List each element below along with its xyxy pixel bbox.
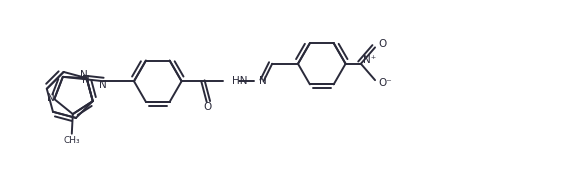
Text: N⁺: N⁺ (363, 55, 376, 65)
Text: N: N (99, 80, 107, 90)
Text: O: O (378, 39, 386, 49)
Text: O⁻: O⁻ (378, 78, 392, 88)
Text: N: N (48, 93, 55, 103)
Text: O: O (204, 102, 212, 112)
Text: CH₃: CH₃ (63, 136, 80, 145)
Text: N: N (82, 75, 89, 85)
Text: N: N (80, 70, 87, 80)
Text: N: N (259, 76, 266, 86)
Text: HN: HN (232, 76, 248, 86)
